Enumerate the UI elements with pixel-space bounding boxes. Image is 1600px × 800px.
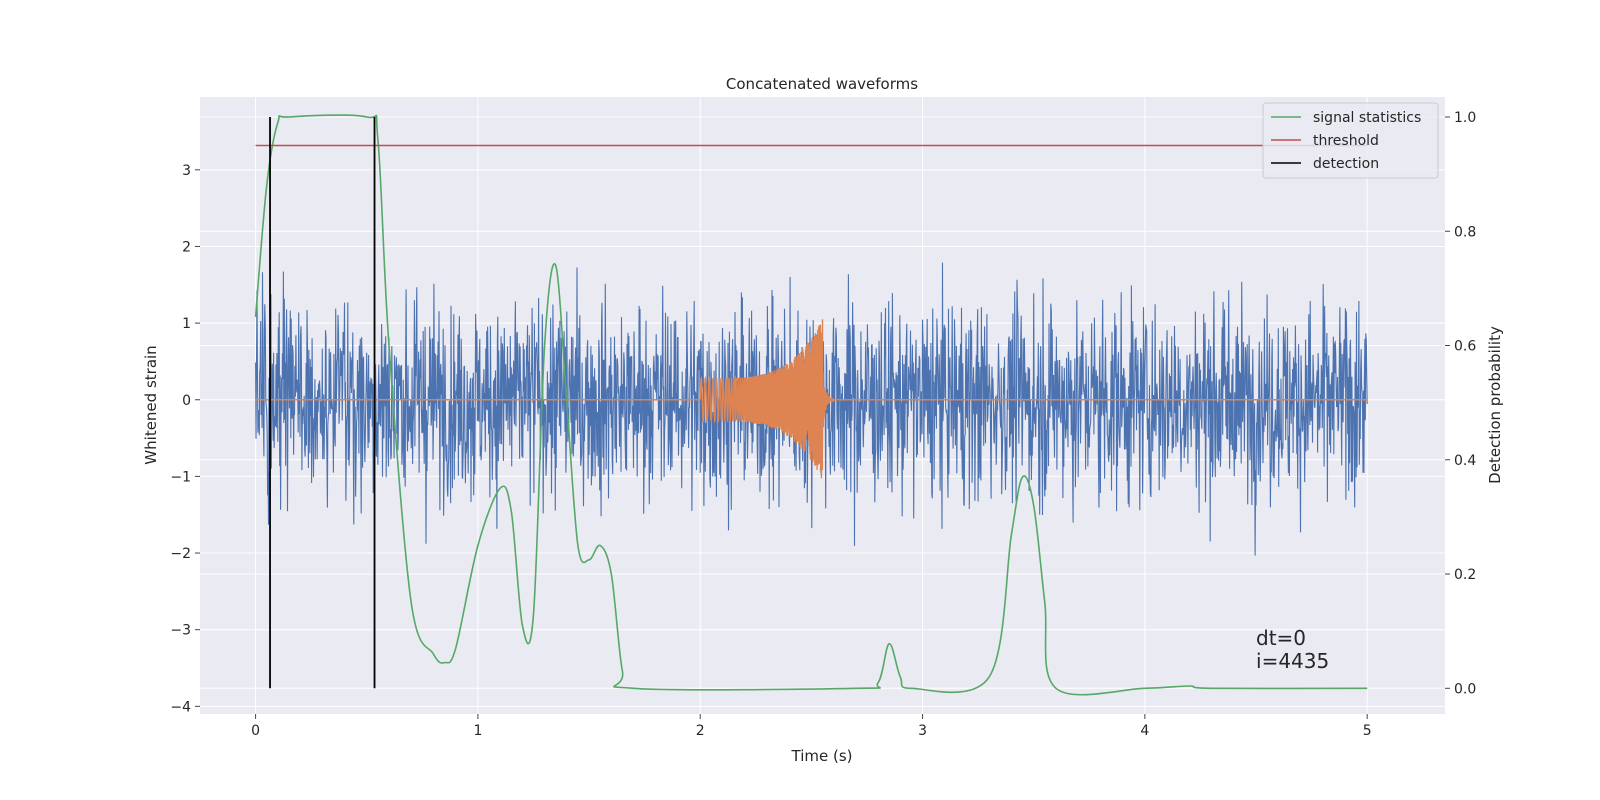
x-tick-label: 0	[251, 723, 260, 739]
x-tick-label: 4	[1140, 723, 1149, 739]
template-line	[255, 319, 1368, 479]
y-tick-label: 1	[182, 316, 191, 332]
y-tick-label: 0	[182, 393, 191, 409]
y-axis-label: Whitened strain	[142, 345, 160, 464]
legend: signal statistics threshold detection	[1262, 102, 1439, 179]
signal-series	[254, 114, 1368, 696]
y2-tick-label: 0.8	[1454, 224, 1476, 240]
x-tick-label: 2	[696, 723, 705, 739]
y2-tick-label: 0.4	[1454, 453, 1476, 469]
y2-tick-label: 1.0	[1454, 110, 1476, 126]
y-tick-label: −3	[170, 623, 191, 639]
y2-tick-label: 0.2	[1454, 567, 1476, 583]
x-tick-label: 5	[1363, 723, 1372, 739]
x-axis-label: Time (s)	[791, 747, 853, 765]
y2-axis-label: Detection probability	[1486, 326, 1504, 484]
y2-tick-label: 0.6	[1454, 339, 1476, 355]
annotation-index: i=4435	[1256, 649, 1329, 673]
y-tick-label: 3	[182, 163, 191, 179]
signal-statistics-line	[254, 114, 1368, 696]
y-tick-label: −4	[170, 699, 191, 715]
legend-label-threshold: threshold	[1313, 133, 1379, 149]
legend-label-signal: signal statistics	[1313, 110, 1421, 126]
x-tick-label: 1	[473, 723, 482, 739]
y2-tick-label: 0.0	[1454, 681, 1476, 697]
ticks: 0 1 2 3 4 5 −4 −3 −2 −1 0 1 2 3 0.0 0.2 0.4 0.6 0.8 1.0	[170, 110, 1476, 739]
x-tick-label: 3	[918, 723, 927, 739]
template-series	[255, 319, 1368, 479]
y-tick-label: −1	[170, 469, 191, 485]
y-tick-label: −2	[170, 546, 191, 562]
annotation-dt: dt=0	[1256, 626, 1306, 650]
chart-title: Concatenated waveforms	[726, 75, 918, 93]
legend-box	[1262, 102, 1439, 179]
legend-label-detection: detection	[1313, 156, 1379, 172]
y-tick-label: 2	[182, 239, 191, 255]
